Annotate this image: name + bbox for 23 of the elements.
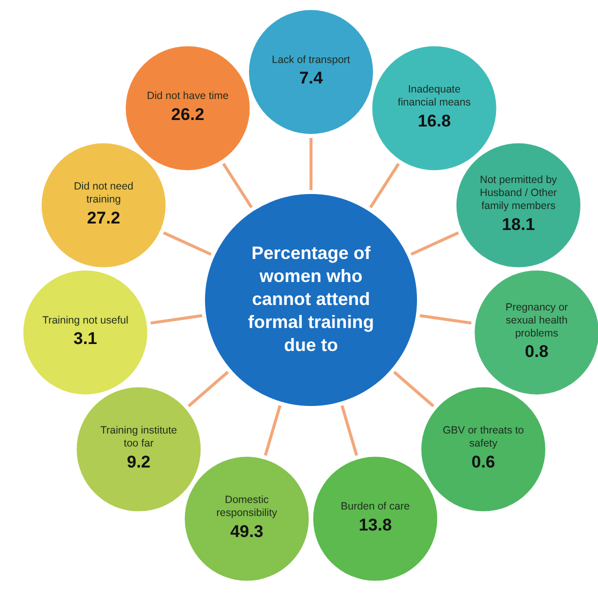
category-label: Did not need training xyxy=(74,180,134,206)
category-label: Did not have time xyxy=(146,90,229,102)
category-label: Burden of care xyxy=(340,500,410,513)
data-label: 3.1 xyxy=(74,329,98,348)
category-label: Domestic responsibility xyxy=(216,494,278,520)
category-label: Lack of transport xyxy=(272,54,350,66)
category-label: Training not useful xyxy=(42,314,128,326)
category-label: Not permitted by Husband / Other family members xyxy=(480,174,558,212)
data-label: 18.1 xyxy=(502,214,535,234)
data-label: 27.2 xyxy=(87,208,120,228)
data-label: 13.8 xyxy=(358,515,392,534)
data-label: 0.6 xyxy=(471,452,496,472)
data-label: 26.2 xyxy=(171,104,204,124)
data-label: 7.4 xyxy=(299,68,324,88)
data-label: 9.2 xyxy=(126,452,151,472)
category-label: Pregnancy or sexual health problems xyxy=(505,301,568,340)
text: Percentage of women who cannot attend formal training due to xyxy=(248,242,374,355)
data-label: 49.3 xyxy=(230,522,264,541)
category-label: GBV or threats to safety xyxy=(442,424,524,450)
category-label: Inadequate financial means xyxy=(398,84,471,109)
data-label: 16.8 xyxy=(418,111,451,130)
category-label: Training institute too far xyxy=(100,424,178,450)
data-label: 0.8 xyxy=(524,342,548,362)
